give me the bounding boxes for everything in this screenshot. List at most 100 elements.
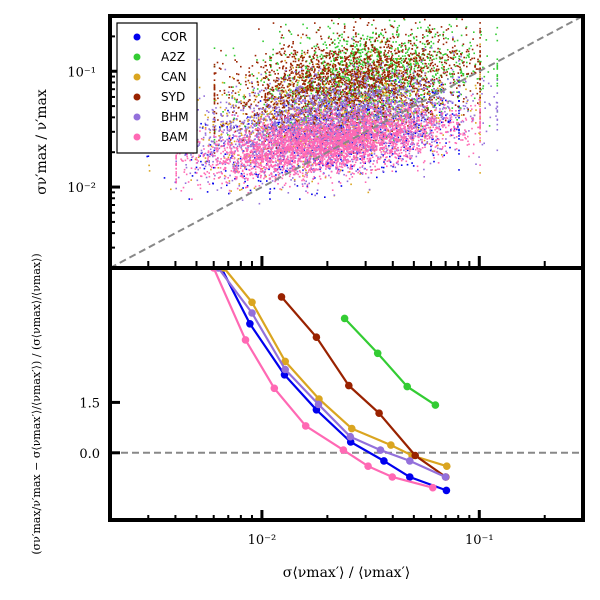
scatter-point-syd <box>409 99 412 101</box>
scatter-point-a2z <box>418 55 420 58</box>
scatter-point-a2z <box>444 83 446 86</box>
scatter-point-a2z <box>425 29 428 31</box>
scatter-point-syd <box>215 112 218 115</box>
scatter-point-syd <box>356 68 358 71</box>
scatter-point-cor <box>352 107 355 110</box>
scatter-point-syd <box>264 101 267 103</box>
scatter-point-a2z <box>334 43 336 45</box>
scatter-point-cor <box>257 174 259 176</box>
scatter-point-a2z <box>272 48 274 51</box>
scatter-point-can <box>328 107 331 109</box>
scatter-point-a2z <box>452 56 455 59</box>
scatter-point-cor <box>445 114 447 116</box>
scatter-point-syd <box>288 44 290 47</box>
scatter-point-syd <box>367 105 369 107</box>
scatter-point-can <box>327 64 329 66</box>
scatter-point-a2z <box>466 75 469 78</box>
scatter-point-a2z <box>419 75 421 78</box>
scatter-point-can <box>373 101 376 103</box>
scatter-point-syd <box>353 54 356 57</box>
scatter-point-cor <box>286 170 288 173</box>
scatter-point-can <box>197 156 200 158</box>
scatter-point-a2z <box>339 55 342 58</box>
scatter-point-syd <box>388 70 391 72</box>
scatter-point-cor <box>442 103 444 105</box>
scatter-point-syd <box>441 61 443 64</box>
scatter-point-syd <box>324 61 326 64</box>
scatter-point-syd <box>315 111 317 113</box>
scatter-point-can <box>385 84 387 86</box>
scatter-point-a2z <box>456 39 459 42</box>
scatter-point-a2z <box>407 58 410 60</box>
scatter-point-a2z <box>322 43 325 45</box>
scatter-point-can <box>318 108 321 111</box>
scatter-point-cor <box>458 149 460 152</box>
scatter-point-a2z <box>420 26 422 29</box>
scatter-point-can <box>312 105 315 108</box>
scatter-point-syd <box>372 99 375 102</box>
scatter-point-a2z <box>249 136 251 138</box>
scatter-point-syd <box>347 74 349 76</box>
scatter-point-syd <box>343 69 345 71</box>
scatter-point-syd <box>266 69 268 71</box>
scatter-point-syd <box>245 103 248 106</box>
scatter-point-cor <box>420 119 423 122</box>
scatter-point-a2z <box>321 57 324 59</box>
scatter-point-a2z <box>422 89 425 92</box>
scatter-point-can <box>261 142 263 144</box>
scatter-point-syd <box>312 63 314 66</box>
scatter-point-syd <box>385 115 388 118</box>
scatter-point-cor <box>278 165 281 168</box>
scatter-point-a2z <box>359 40 361 42</box>
scatter-point-can <box>260 114 263 116</box>
scatter-point-cor <box>361 133 363 136</box>
scatter-point-a2z <box>454 56 457 58</box>
scatter-point-cor <box>430 129 433 132</box>
scatter-point-syd <box>459 66 461 69</box>
scatter-point-cor <box>457 126 459 128</box>
scatter-point-cor <box>297 165 300 167</box>
scatter-point-syd <box>344 73 347 76</box>
scatter-point-syd <box>337 97 340 100</box>
scatter-point-a2z <box>436 90 438 92</box>
scatter-point-a2z <box>369 41 372 43</box>
scatter-point-syd <box>457 80 459 82</box>
scatter-point-a2z <box>415 59 417 61</box>
scatter-point-syd <box>441 56 444 59</box>
scatter-point-syd <box>422 67 425 69</box>
scatter-point-syd <box>479 54 481 57</box>
scatter-point-cor <box>404 130 407 133</box>
scatter-point-cor <box>337 155 340 157</box>
scatter-point-can <box>478 132 480 134</box>
scatter-point-syd <box>395 74 398 77</box>
scatter-point-syd <box>329 44 331 46</box>
scatter-point-a2z <box>415 52 417 55</box>
scatter-point-can <box>371 120 374 123</box>
scatter-point-syd <box>275 79 278 82</box>
scatter-point-a2z <box>328 35 330 38</box>
scatter-point-syd <box>370 64 373 67</box>
scatter-point-cor <box>163 177 166 179</box>
scatter-point-syd <box>377 86 380 88</box>
scatter-point-syd <box>414 71 417 73</box>
scatter-point-can <box>252 119 255 121</box>
scatter-point-syd <box>381 41 383 43</box>
scatter-point-can <box>431 150 434 153</box>
scatter-point-syd <box>358 62 361 64</box>
scatter-point-a2z <box>356 70 358 72</box>
scatter-point-syd <box>422 116 424 119</box>
scatter-point-can <box>403 77 405 80</box>
scatter-point-can <box>397 58 400 60</box>
scatter-point-syd <box>274 85 277 87</box>
scatter-point-can <box>243 94 246 96</box>
scatter-point-syd <box>444 119 447 122</box>
scatter-point-a2z <box>256 59 258 61</box>
scatter-point-can <box>190 179 192 181</box>
scatter-point-syd <box>391 56 393 58</box>
scatter-point-a2z <box>345 40 348 43</box>
scatter-point-syd <box>460 53 463 56</box>
scatter-point-syd <box>285 61 288 64</box>
scatter-point-cor <box>406 155 409 158</box>
scatter-point-syd <box>409 116 412 119</box>
scatter-point-syd <box>376 81 379 83</box>
